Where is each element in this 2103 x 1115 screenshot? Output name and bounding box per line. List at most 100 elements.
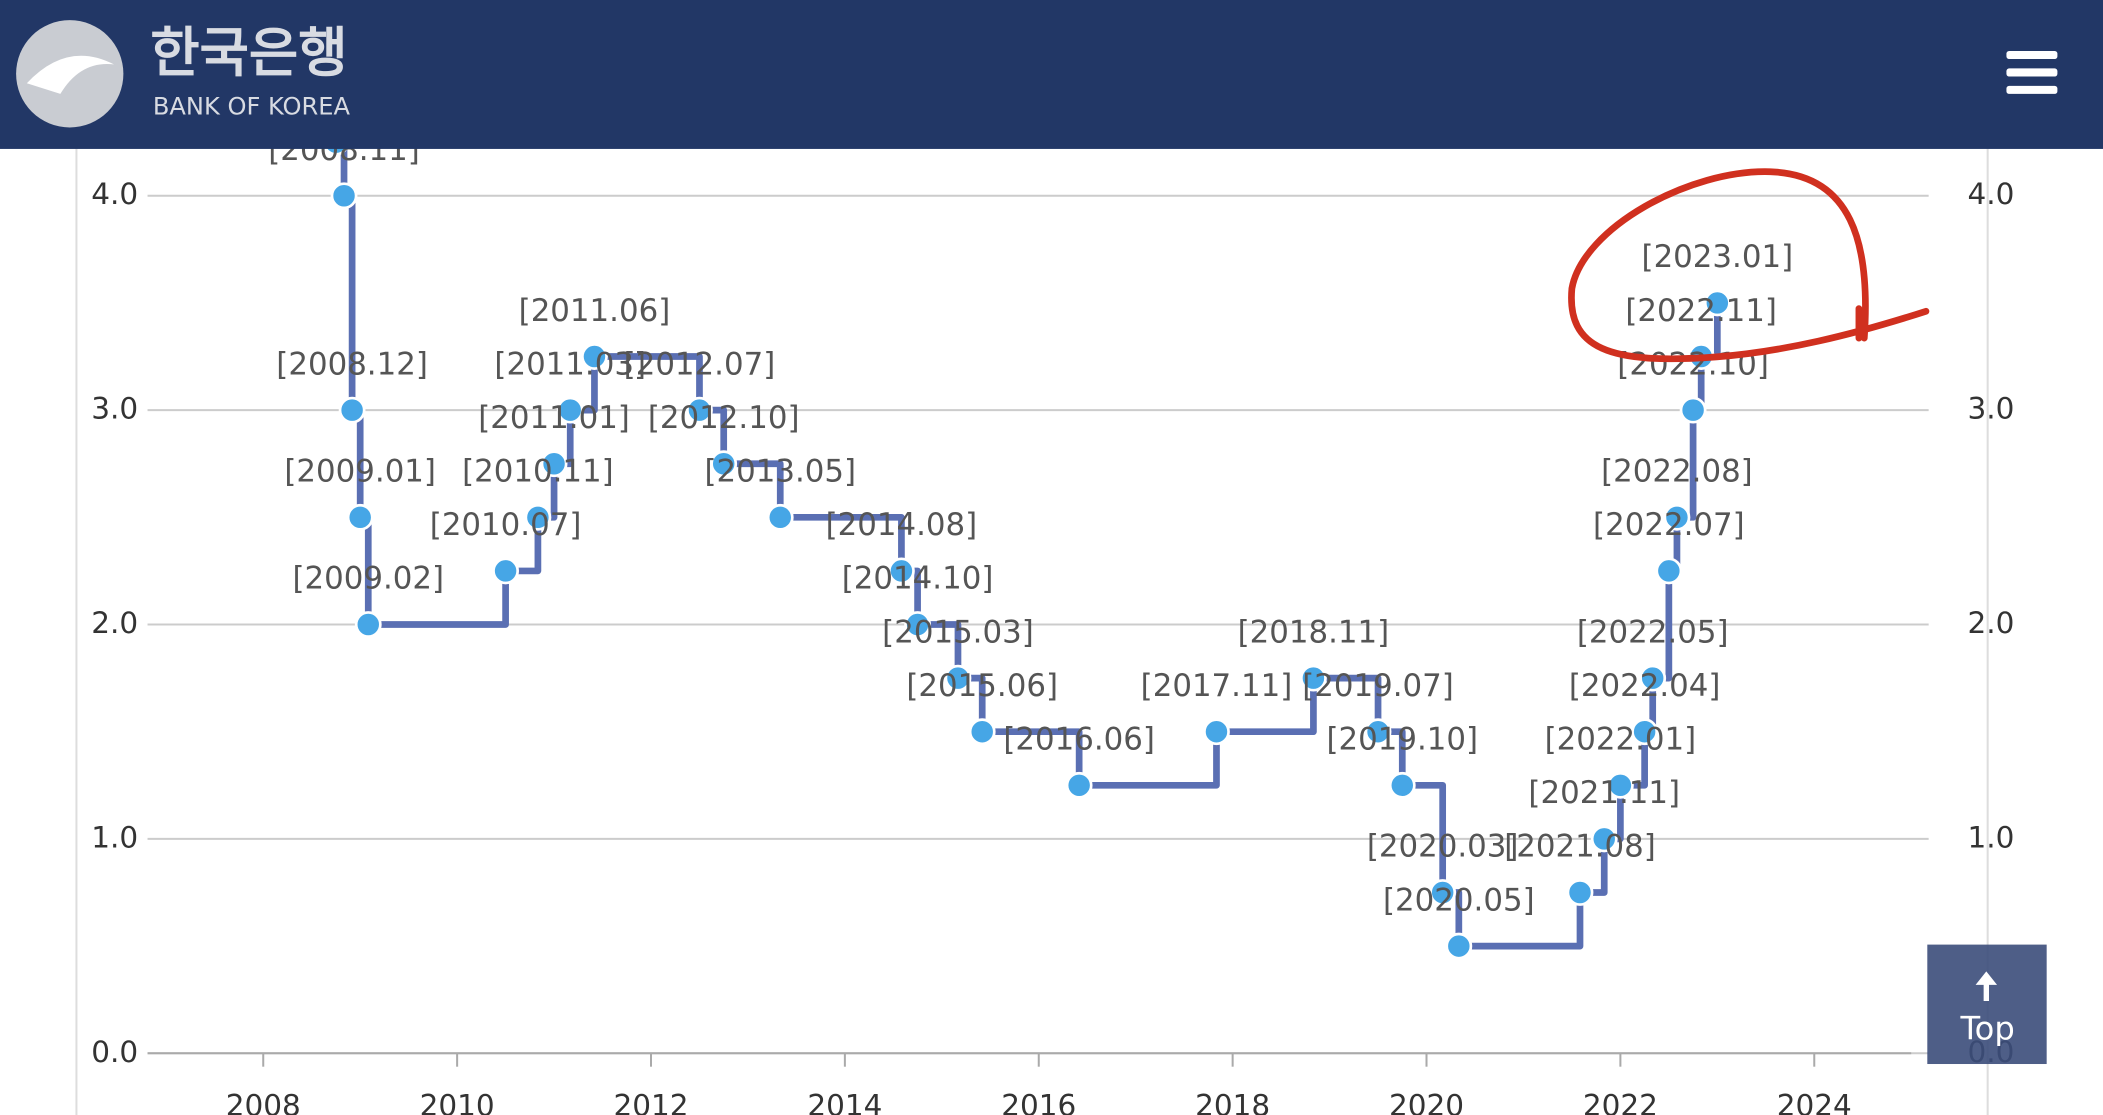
step-segment: [368, 570, 509, 628]
data-point: [338, 396, 366, 424]
annotation-circle: [1568, 168, 1930, 363]
data-point: [1203, 718, 1230, 746]
x-tick-label: 2020: [1389, 1088, 1464, 1115]
data-point: [766, 503, 794, 531]
top-button-bg: [1927, 944, 2047, 1065]
data-point: [1566, 879, 1594, 906]
top-button[interactable]: Top: [1927, 944, 2047, 1065]
data-point: [346, 503, 374, 531]
point-label: [2012.07]: [624, 346, 776, 382]
point-label: [2011.01]: [478, 400, 630, 436]
x-tick-label: 2014: [807, 1088, 882, 1115]
x-tick-label: 2022: [1583, 1088, 1658, 1115]
point-label: [2009.02]: [292, 561, 444, 597]
point-label: [2022.01]: [1545, 722, 1697, 758]
point-label: [2018.11]: [1238, 614, 1390, 650]
data-point: [968, 718, 996, 746]
y2-tick-label: 2.0: [1968, 606, 2015, 640]
data-point: [524, 503, 552, 531]
y2-tick-label: 3.0: [1968, 392, 2015, 426]
point-label: [2008.12]: [276, 346, 428, 382]
data-point: [1631, 718, 1659, 746]
point-label: [2017.11]: [1141, 668, 1293, 704]
point-label: [2021.08]: [1504, 829, 1656, 865]
step-segment: [1313, 674, 1382, 732]
point-label: [2022.07]: [1593, 507, 1745, 543]
plot: 0.00.01.01.02.02.03.03.04.04.02008201020…: [91, 78, 2014, 1115]
point-label: [2019.10]: [1326, 722, 1478, 758]
y2-tick-label: 4.0: [1968, 177, 2015, 211]
point-label: [2016.06]: [1003, 722, 1155, 758]
point-label: [2010.07]: [430, 507, 582, 543]
x-tick-label: 2018: [1195, 1088, 1270, 1115]
point-label: [2015.03]: [882, 614, 1034, 650]
x-tick-label: 2024: [1777, 1088, 1852, 1115]
menu-bar: [2006, 85, 2058, 94]
x-tick-label: 2010: [420, 1088, 495, 1115]
step-segment: [982, 728, 1083, 786]
data-point: [1388, 771, 1416, 799]
point-label: [2015.06]: [906, 668, 1058, 704]
step-segment: [1458, 892, 1584, 950]
data-point: [492, 557, 520, 585]
top-button-label: Top: [1959, 1009, 2014, 1047]
top-arrow: [1975, 971, 1998, 1001]
data-point: [1590, 825, 1618, 853]
logo-english: BANK OF KOREA: [153, 92, 351, 120]
point-label: [2014.10]: [842, 561, 994, 597]
data-point: [710, 450, 738, 478]
point-label: [2022.11]: [1625, 293, 1777, 329]
point-label: [2022.05]: [1577, 614, 1729, 650]
point-label: [2023.01]: [1642, 239, 1794, 275]
y-tick-label: 1.0: [91, 820, 138, 854]
point-label: [2022.08]: [1601, 454, 1753, 490]
point-label: [2011.06]: [519, 293, 671, 329]
data-point: [1364, 718, 1392, 746]
data-point: [1065, 771, 1093, 799]
point-label: [2009.01]: [284, 454, 436, 490]
point-label: [2011.03]: [494, 346, 646, 382]
y-tick-label: 0.0: [91, 1035, 138, 1069]
step-segment: [1079, 731, 1220, 789]
header-bar: [0, 0, 2103, 149]
data-point: [581, 343, 608, 370]
data-point: [1606, 771, 1634, 799]
header: 한국은행 BANK OF KOREA: [0, 0, 2103, 149]
data-point: [1445, 932, 1473, 960]
data-point: [1429, 879, 1457, 906]
logo-korean: 한국은행: [150, 21, 347, 84]
step-segment: [917, 621, 962, 679]
data-point: [1655, 557, 1683, 585]
y2-tick-label: 1.0: [1968, 820, 2015, 854]
step-segment: [723, 460, 784, 518]
x-tick-label: 2012: [613, 1088, 688, 1115]
data-point: [354, 611, 382, 638]
point-label: [2022.04]: [1569, 668, 1721, 704]
point-label: [2020.03]: [1367, 829, 1519, 865]
step-segment: [780, 513, 905, 571]
data-point: [1639, 664, 1667, 692]
data-point: [904, 611, 931, 638]
point-label: [2021.11]: [1528, 775, 1680, 811]
step-segment: [594, 353, 703, 411]
data-point: [540, 450, 568, 478]
point-label: [2013.05]: [704, 454, 856, 490]
data-point: [1703, 289, 1731, 317]
data-point: [330, 182, 358, 210]
data-point: [1663, 503, 1691, 531]
data-point: [1300, 664, 1327, 692]
point-label: [2020.05]: [1383, 882, 1535, 918]
y-tick-label: 3.0: [91, 392, 138, 426]
point-label: [2014.08]: [826, 507, 978, 543]
x-tick-label: 2008: [226, 1088, 301, 1115]
data-point: [556, 396, 584, 424]
point-label: [2019.07]: [1302, 668, 1454, 704]
x-tick-label: 2016: [1001, 1088, 1076, 1115]
menu-bar: [2006, 50, 2058, 60]
point-label: [2010.11]: [462, 454, 614, 490]
step-segment: [1402, 781, 1447, 893]
data-point: [686, 396, 713, 424]
menu-icon[interactable]: [2006, 50, 2058, 94]
